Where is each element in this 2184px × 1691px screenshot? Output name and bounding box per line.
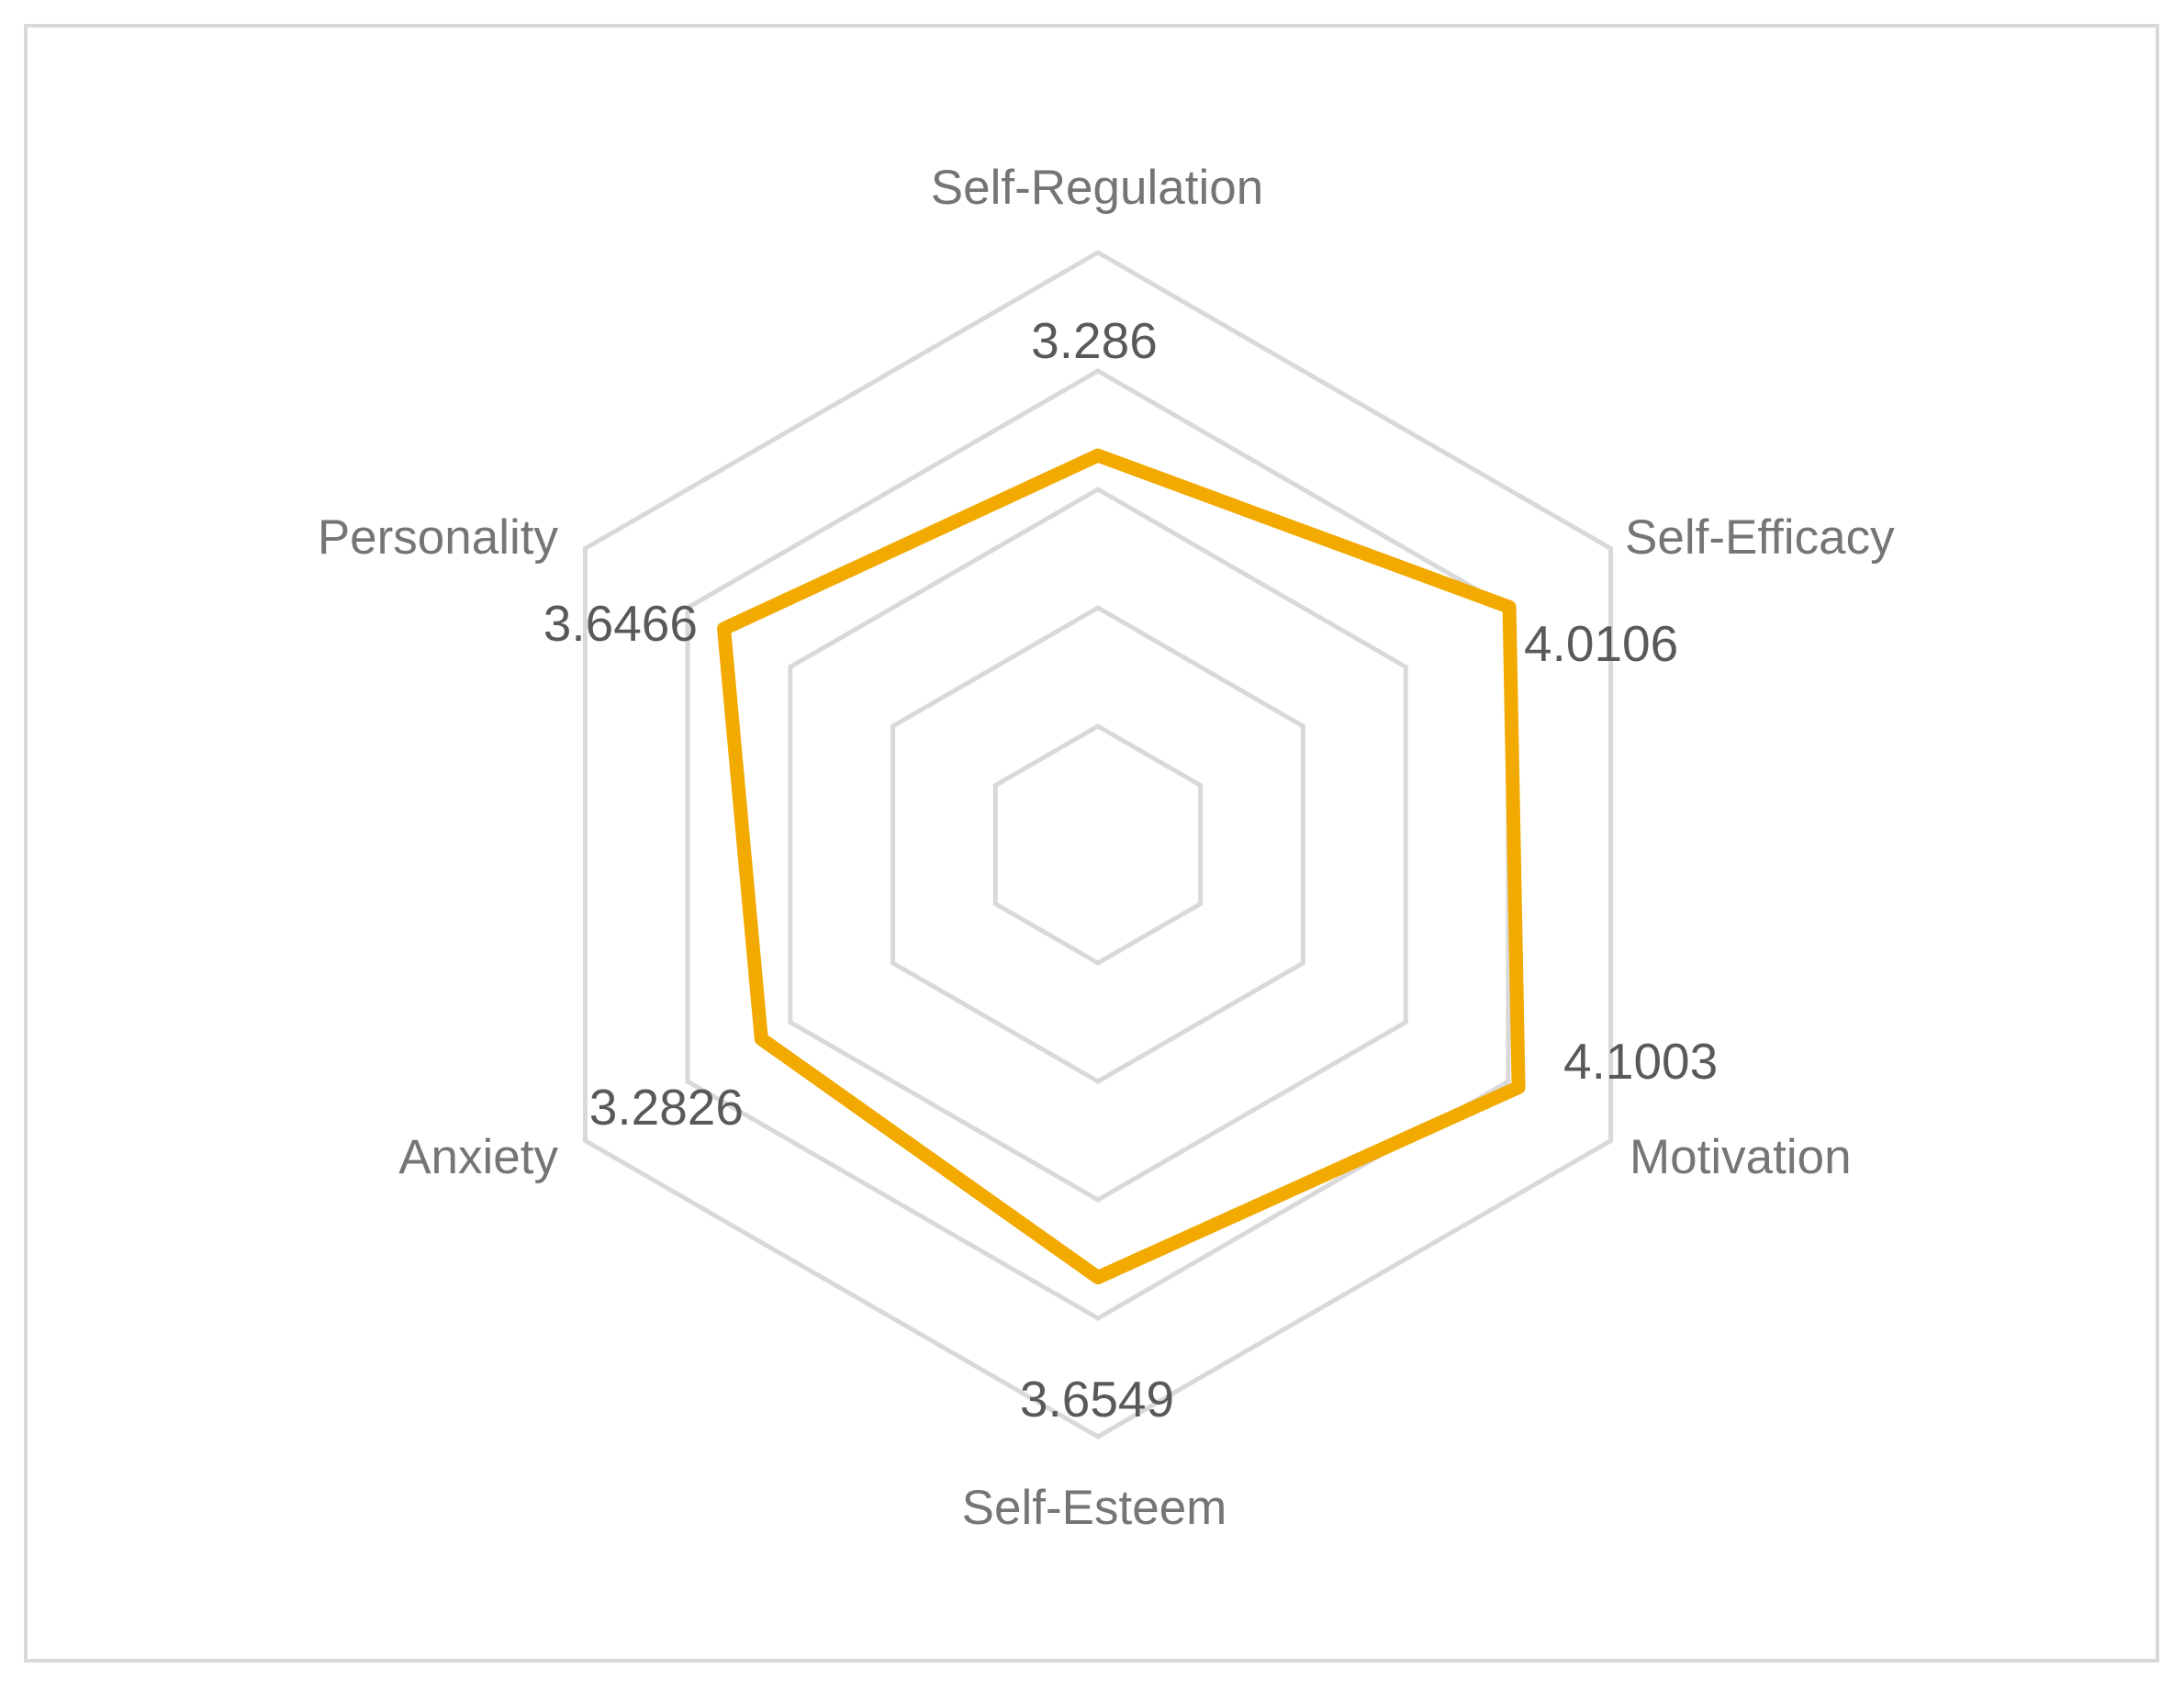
category-label: Personality	[318, 510, 559, 565]
data-point	[1097, 1276, 1099, 1279]
grid-ring	[582, 250, 1614, 1439]
series-layer	[717, 448, 1526, 1284]
grid-ring	[788, 487, 1408, 1203]
data-point	[1508, 606, 1511, 609]
category-labels: Self-Regulation Self-Efficacy Motivation…	[318, 161, 1895, 1535]
category-label: Anxiety	[398, 1130, 558, 1184]
category-label: Self-Efficacy	[1625, 510, 1895, 565]
category-label: Self-Regulation	[931, 161, 1263, 215]
data-point	[1518, 1086, 1520, 1089]
grid	[582, 250, 1614, 1439]
data-label: 3.286	[1031, 312, 1158, 369]
data-label: 3.6466	[543, 595, 698, 652]
grid-ring	[992, 723, 1204, 966]
category-label: Motivation	[1630, 1130, 1852, 1184]
data-point	[1097, 454, 1099, 457]
chart-border	[24, 24, 2159, 1663]
category-label: Self-Esteem	[962, 1481, 1227, 1535]
data-label: 3.2826	[589, 1079, 744, 1136]
data-point	[722, 627, 725, 630]
data-labels: 3.286 4.0106 4.1003 3.6549 3.2826 3.6466	[543, 312, 1718, 1428]
data-label: 4.1003	[1563, 1033, 1718, 1090]
data-point	[760, 1037, 763, 1040]
grid-ring	[890, 605, 1305, 1084]
data-label: 4.0106	[1524, 615, 1678, 672]
data-label: 3.6549	[1020, 1371, 1174, 1428]
